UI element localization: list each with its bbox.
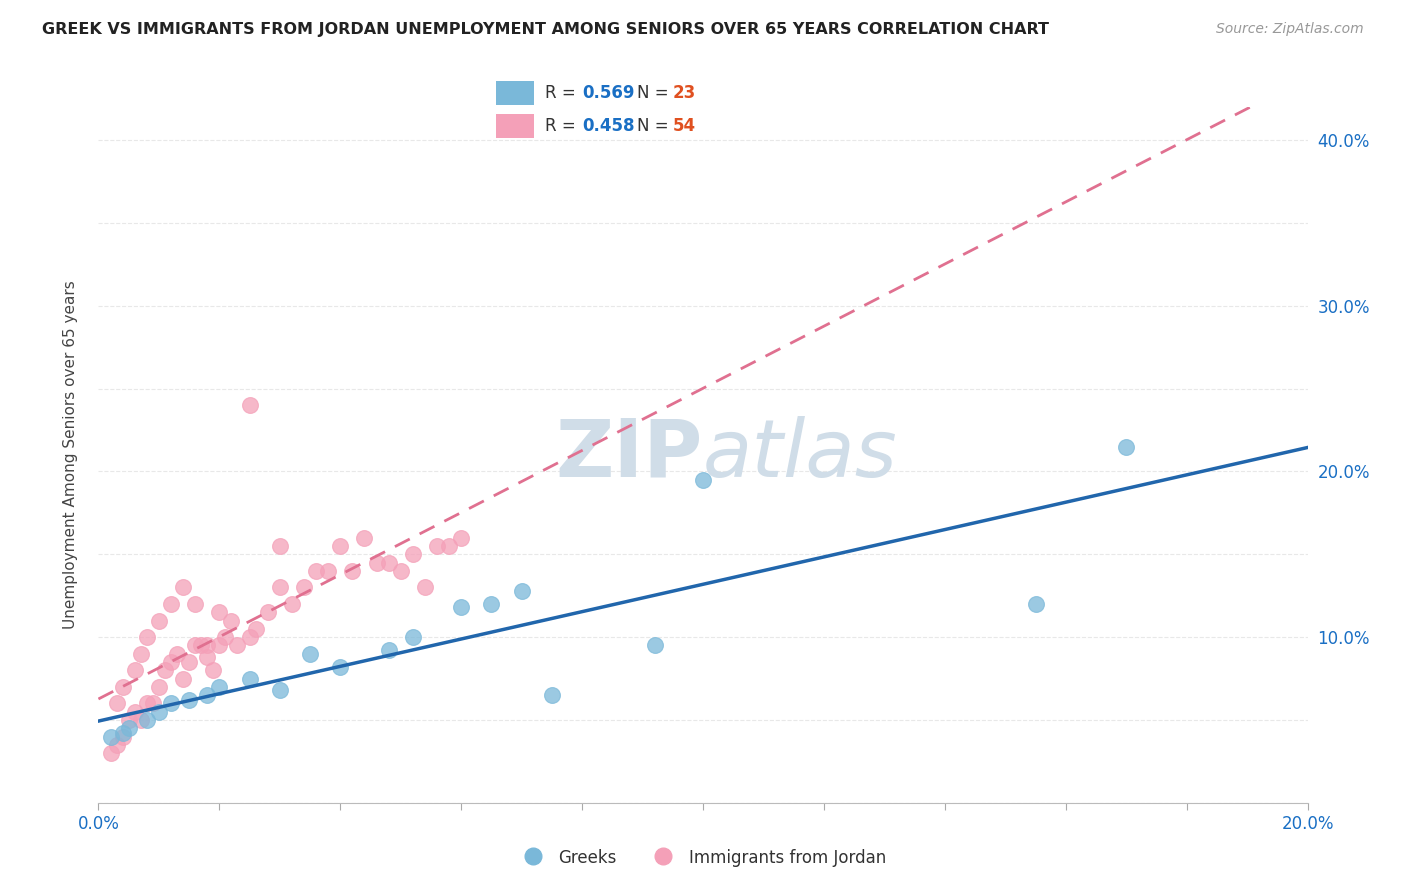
- Point: [402, 630, 425, 644]
- Point: [129, 713, 152, 727]
- Point: [208, 639, 231, 653]
- Point: [377, 643, 399, 657]
- Bar: [496, 114, 534, 138]
- Point: [208, 605, 231, 619]
- Legend: Greeks, Immigrants from Jordan: Greeks, Immigrants from Jordan: [513, 841, 893, 874]
- Point: [1024, 597, 1046, 611]
- Point: [208, 680, 231, 694]
- Point: [269, 683, 291, 698]
- Point: [226, 639, 249, 653]
- Point: [148, 680, 170, 694]
- Point: [142, 697, 165, 711]
- Point: [184, 597, 207, 611]
- Point: [160, 597, 183, 611]
- Point: [450, 531, 472, 545]
- Point: [166, 647, 188, 661]
- Point: [202, 663, 225, 677]
- Point: [292, 581, 315, 595]
- Point: [329, 660, 352, 674]
- Point: [256, 605, 278, 619]
- Point: [179, 655, 201, 669]
- Text: GREEK VS IMMIGRANTS FROM JORDAN UNEMPLOYMENT AMONG SENIORS OVER 65 YEARS CORRELA: GREEK VS IMMIGRANTS FROM JORDAN UNEMPLOY…: [42, 22, 1049, 37]
- Text: 0.569: 0.569: [582, 84, 636, 102]
- Point: [100, 746, 122, 760]
- Point: [1115, 440, 1137, 454]
- Point: [179, 693, 201, 707]
- Text: 0.458: 0.458: [582, 118, 636, 136]
- Text: N =: N =: [637, 118, 673, 136]
- Point: [100, 730, 122, 744]
- Point: [413, 581, 436, 595]
- Point: [239, 672, 262, 686]
- Point: [135, 697, 157, 711]
- Point: [644, 639, 666, 653]
- Point: [129, 647, 152, 661]
- Point: [135, 630, 157, 644]
- Bar: [496, 80, 534, 104]
- Point: [195, 650, 218, 665]
- Text: 23: 23: [673, 84, 696, 102]
- Text: N =: N =: [637, 84, 673, 102]
- Point: [239, 398, 262, 412]
- Point: [105, 697, 128, 711]
- Point: [481, 597, 503, 611]
- Text: atlas: atlas: [703, 416, 898, 494]
- Point: [172, 581, 194, 595]
- Point: [148, 614, 170, 628]
- Point: [305, 564, 328, 578]
- Point: [329, 539, 352, 553]
- Point: [135, 713, 157, 727]
- Point: [450, 600, 472, 615]
- Text: ZIP: ZIP: [555, 416, 703, 494]
- Point: [148, 705, 170, 719]
- Point: [172, 672, 194, 686]
- Point: [160, 655, 183, 669]
- Point: [245, 622, 267, 636]
- Point: [437, 539, 460, 553]
- Point: [111, 730, 134, 744]
- Point: [190, 639, 212, 653]
- Point: [316, 564, 339, 578]
- Text: R =: R =: [546, 118, 582, 136]
- Point: [118, 721, 141, 735]
- Point: [389, 564, 412, 578]
- Point: [111, 726, 134, 740]
- Point: [692, 473, 714, 487]
- Point: [239, 630, 262, 644]
- Point: [184, 639, 207, 653]
- Point: [402, 547, 425, 561]
- Point: [377, 556, 399, 570]
- Text: R =: R =: [546, 84, 582, 102]
- Point: [118, 713, 141, 727]
- Point: [124, 663, 146, 677]
- Point: [510, 583, 533, 598]
- Point: [342, 564, 364, 578]
- Point: [281, 597, 304, 611]
- Point: [160, 697, 183, 711]
- Point: [269, 581, 291, 595]
- Point: [153, 663, 176, 677]
- Point: [269, 539, 291, 553]
- Text: 54: 54: [673, 118, 696, 136]
- Point: [124, 705, 146, 719]
- Point: [195, 639, 218, 653]
- Point: [426, 539, 449, 553]
- Point: [353, 531, 375, 545]
- Point: [214, 630, 236, 644]
- Text: Source: ZipAtlas.com: Source: ZipAtlas.com: [1216, 22, 1364, 37]
- Point: [540, 688, 562, 702]
- Y-axis label: Unemployment Among Seniors over 65 years: Unemployment Among Seniors over 65 years: [63, 281, 77, 629]
- Point: [299, 647, 322, 661]
- Point: [195, 688, 218, 702]
- Point: [221, 614, 243, 628]
- Point: [105, 738, 128, 752]
- Point: [111, 680, 134, 694]
- Point: [366, 556, 388, 570]
